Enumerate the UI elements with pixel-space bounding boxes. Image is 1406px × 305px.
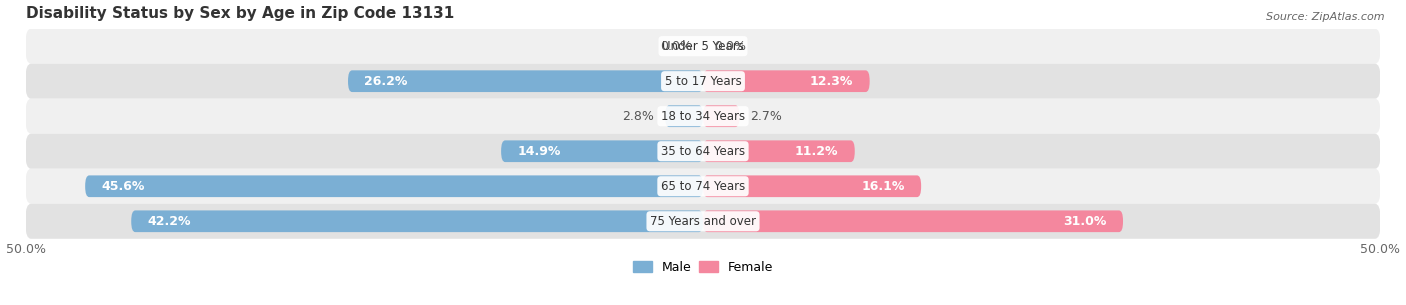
- FancyBboxPatch shape: [349, 70, 703, 92]
- Text: 26.2%: 26.2%: [364, 75, 408, 88]
- FancyBboxPatch shape: [703, 105, 740, 127]
- Text: 75 Years and over: 75 Years and over: [650, 215, 756, 228]
- FancyBboxPatch shape: [131, 210, 703, 232]
- FancyBboxPatch shape: [703, 70, 870, 92]
- Text: Source: ZipAtlas.com: Source: ZipAtlas.com: [1267, 12, 1385, 22]
- FancyBboxPatch shape: [86, 175, 703, 197]
- Text: 11.2%: 11.2%: [794, 145, 838, 158]
- Text: 14.9%: 14.9%: [517, 145, 561, 158]
- Text: 12.3%: 12.3%: [810, 75, 853, 88]
- Text: 0.0%: 0.0%: [661, 40, 692, 53]
- Text: Under 5 Years: Under 5 Years: [662, 40, 744, 53]
- Text: 31.0%: 31.0%: [1063, 215, 1107, 228]
- Text: 16.1%: 16.1%: [862, 180, 905, 193]
- FancyBboxPatch shape: [25, 29, 1381, 64]
- Text: 2.7%: 2.7%: [751, 110, 782, 123]
- FancyBboxPatch shape: [665, 105, 703, 127]
- FancyBboxPatch shape: [25, 99, 1381, 134]
- FancyBboxPatch shape: [501, 140, 703, 162]
- Text: 0.0%: 0.0%: [714, 40, 745, 53]
- FancyBboxPatch shape: [703, 140, 855, 162]
- Text: 2.8%: 2.8%: [623, 110, 654, 123]
- FancyBboxPatch shape: [703, 210, 1123, 232]
- Text: 42.2%: 42.2%: [148, 215, 191, 228]
- FancyBboxPatch shape: [25, 169, 1381, 204]
- Text: 5 to 17 Years: 5 to 17 Years: [665, 75, 741, 88]
- Text: 18 to 34 Years: 18 to 34 Years: [661, 110, 745, 123]
- FancyBboxPatch shape: [25, 64, 1381, 99]
- Text: 45.6%: 45.6%: [101, 180, 145, 193]
- Legend: Male, Female: Male, Female: [628, 256, 778, 279]
- FancyBboxPatch shape: [703, 175, 921, 197]
- Text: 35 to 64 Years: 35 to 64 Years: [661, 145, 745, 158]
- Text: 65 to 74 Years: 65 to 74 Years: [661, 180, 745, 193]
- FancyBboxPatch shape: [25, 134, 1381, 169]
- Text: Disability Status by Sex by Age in Zip Code 13131: Disability Status by Sex by Age in Zip C…: [25, 5, 454, 20]
- FancyBboxPatch shape: [25, 204, 1381, 239]
